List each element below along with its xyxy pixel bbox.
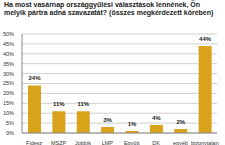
svg-text:10%: 10% [8,110,14,116]
svg-text:20%: 20% [8,90,14,96]
svg-text:MSZP: MSZP [51,140,67,145]
svg-text:24%: 24% [28,75,41,81]
svg-text:2%: 2% [176,119,185,125]
svg-text:11%: 11% [77,101,89,107]
svg-text:Fidesz: Fidesz [26,140,42,145]
svg-text:11%: 11% [53,101,65,107]
svg-text:1%: 1% [128,121,137,127]
svg-text:bizonytalan: bizonytalan [191,140,217,145]
svg-text:44%: 44% [199,36,212,42]
svg-text:25%: 25% [8,80,14,86]
svg-text:40%: 40% [8,51,14,57]
svg-text:DK: DK [152,140,160,145]
svg-text:35%: 35% [8,61,14,67]
svg-text:egyéb: egyéb [173,140,188,145]
svg-text:LMP: LMP [102,140,114,145]
svg-text:3%: 3% [103,117,112,123]
svg-text:45%: 45% [8,41,14,47]
svg-text:15%: 15% [8,100,14,106]
html-text:Ha most vasárnap országgyűlési: Ha most vasárnap országgyűlési választás… [4,1,214,16]
svg-text:5%: 5% [8,120,14,126]
svg-text:0%: 0% [8,130,14,136]
svg-text:30%: 30% [8,71,14,77]
svg-text:Együtt: Együtt [124,140,140,145]
svg-text:50%: 50% [8,31,14,37]
svg-text:4%: 4% [152,115,161,121]
svg-text:Jobbik: Jobbik [75,140,91,145]
